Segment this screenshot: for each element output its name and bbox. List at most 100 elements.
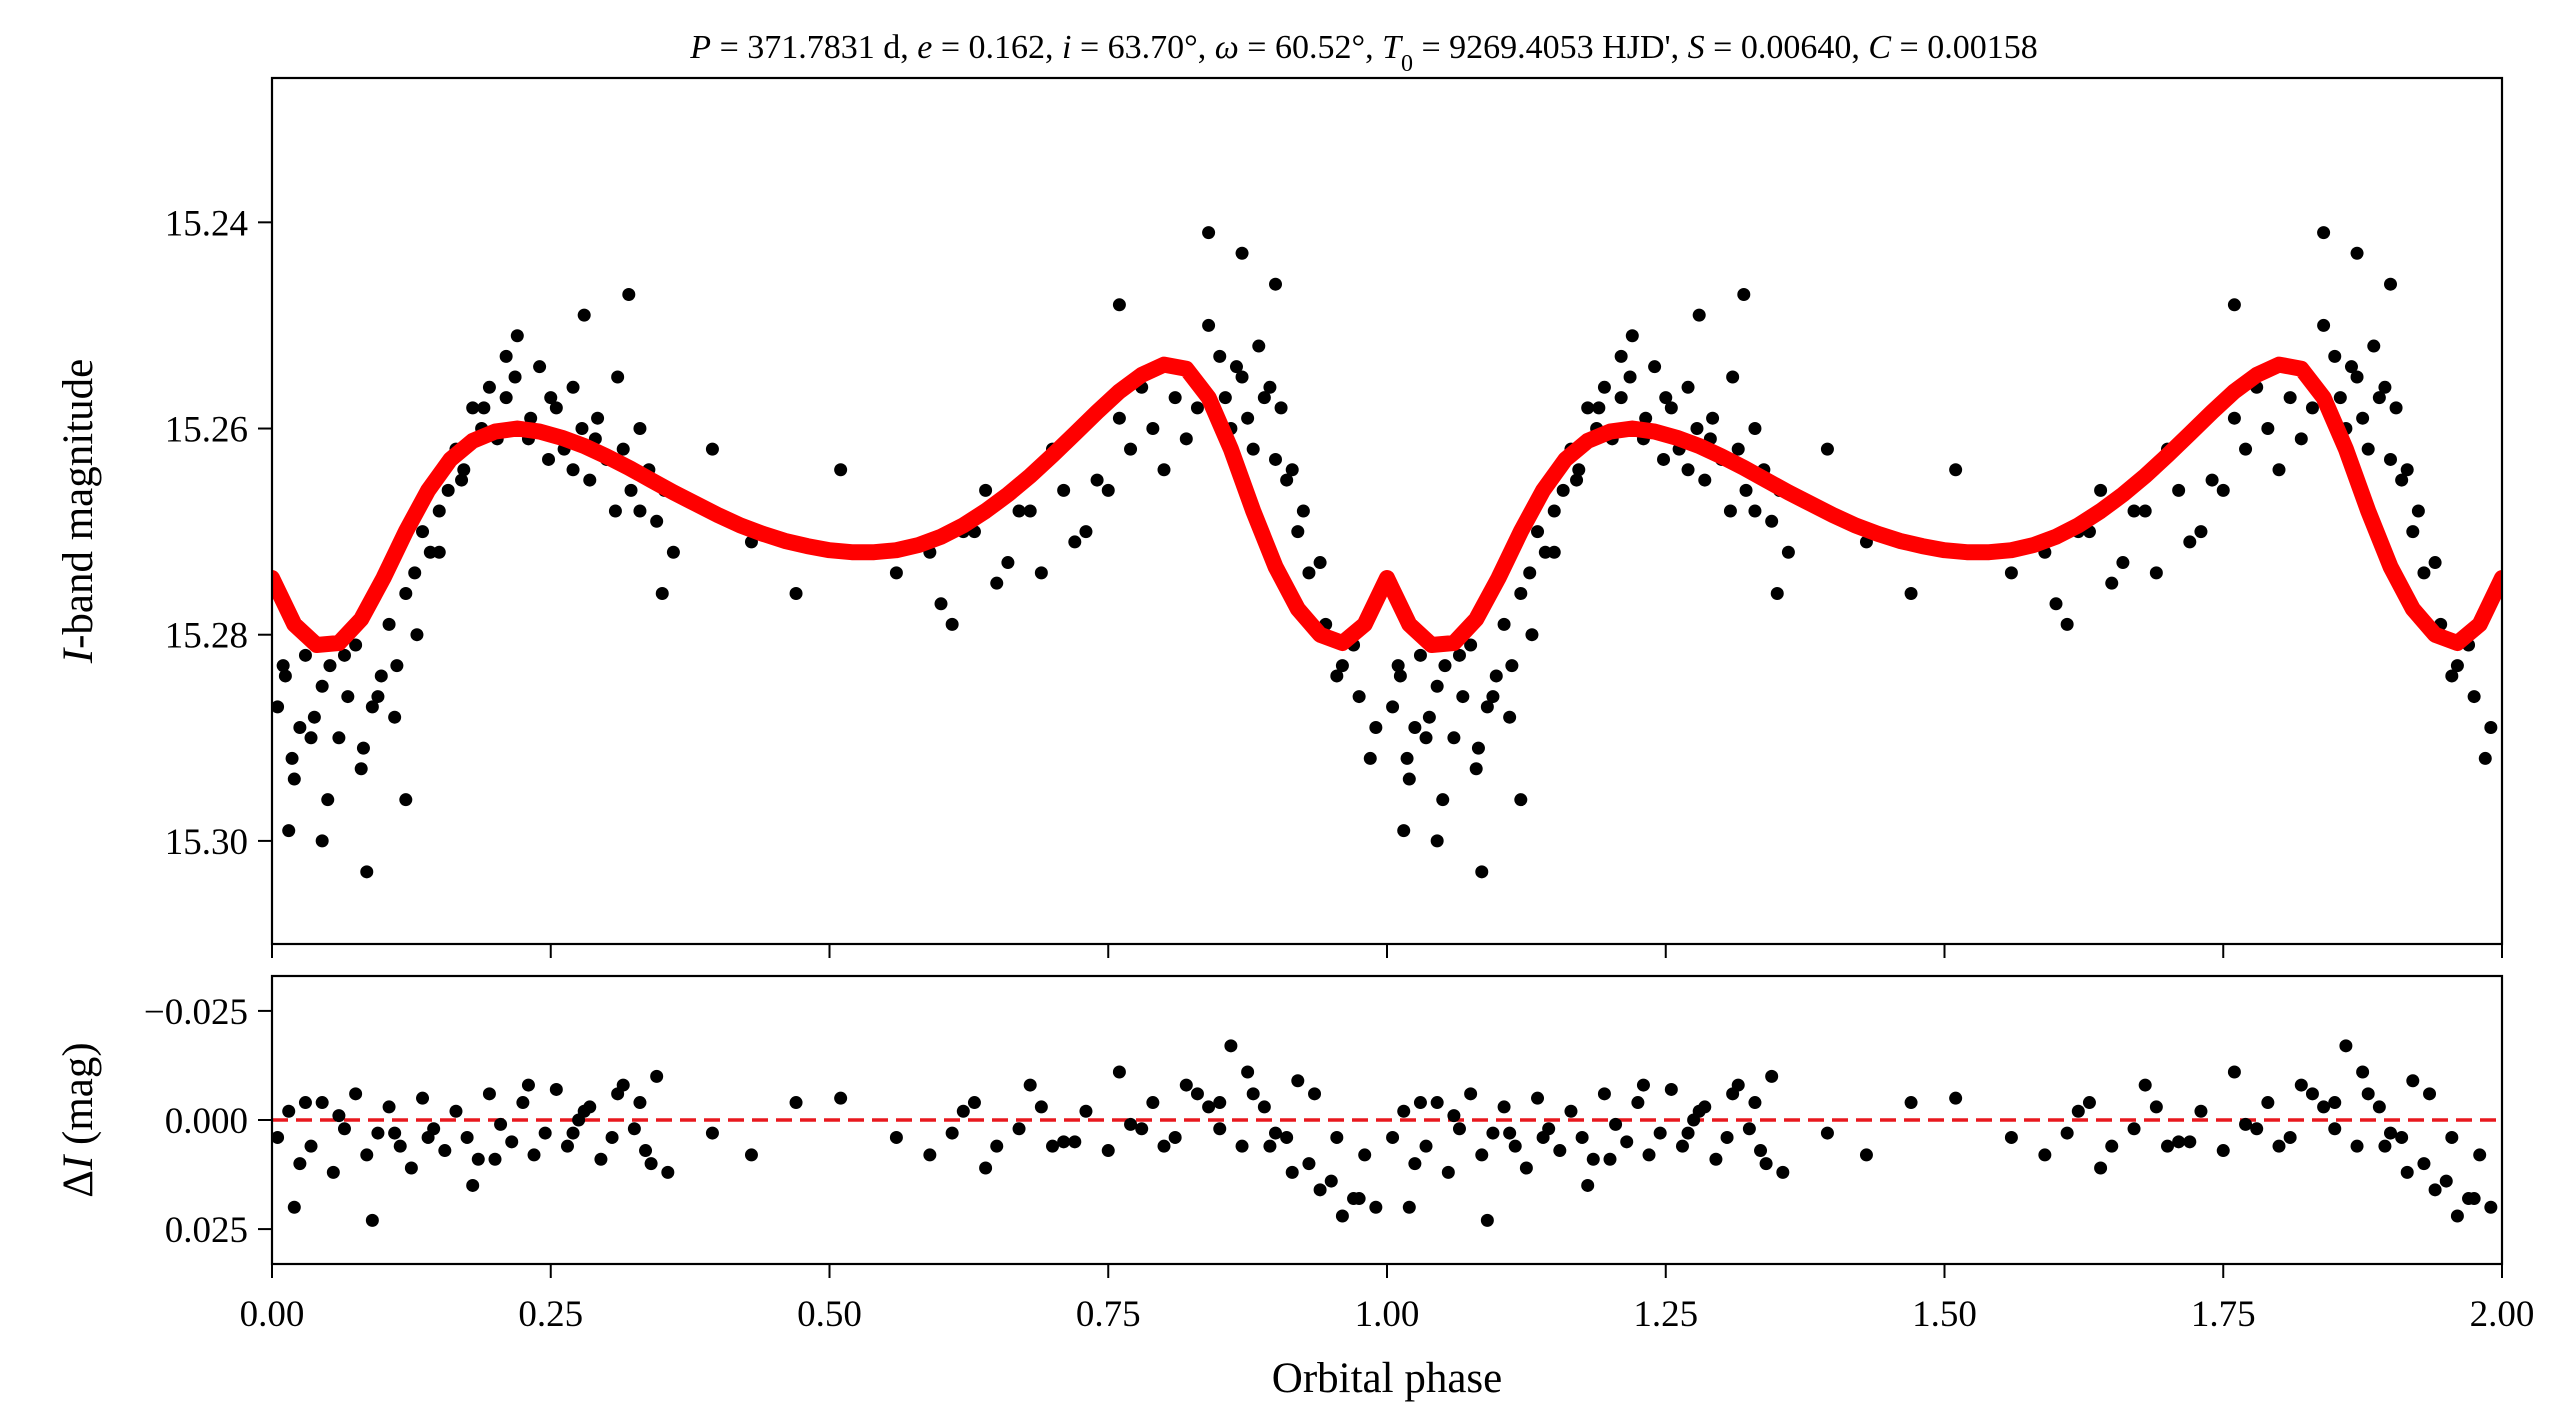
observation-point [2328,349,2342,363]
observation-point [1246,442,1260,456]
residual-point [388,1126,402,1140]
residual-point [315,1096,329,1110]
residual-point [956,1104,970,1118]
residual-point [416,1091,430,1105]
residual-point [1224,1039,1238,1053]
residual-point [1486,1126,1500,1140]
observation-point [1480,700,1494,714]
residual-point [1308,1087,1322,1101]
residual-point [1742,1122,1756,1136]
residual-point [1023,1078,1037,1092]
residual-point [438,1144,452,1158]
observation-point [1726,370,1740,384]
residual-point [1675,1139,1689,1153]
residual-point [1949,1091,1963,1105]
observation-point [510,329,524,343]
residual-point [2372,1100,2386,1114]
observation-point [1057,483,1071,497]
observation-point [1625,329,1639,343]
observation-point [1731,442,1745,456]
observation-point [544,391,558,405]
observation-point [1413,648,1427,662]
observation-point [432,504,446,518]
residual-point [967,1096,981,1110]
top-model-layer [272,356,2502,653]
x-tick-label: 0.25 [518,1294,583,1335]
residual-point [2216,1144,2230,1158]
observation-point [2317,318,2331,332]
residual-point [1692,1104,1706,1118]
observation-point [1393,669,1407,683]
residual-point [2082,1096,2096,1110]
residual-point [527,1148,541,1162]
residual-point [1904,1096,1918,1110]
residual-point [1213,1122,1227,1136]
observation-point [1581,401,1595,415]
x-tick-label: 0.50 [797,1294,862,1335]
y-tick-label: 15.30 [165,822,248,863]
residual-point [2272,1139,2286,1153]
observation-point [1592,401,1606,415]
residual-point [1464,1087,1478,1101]
residual-point [1642,1148,1656,1162]
observation-point [1269,452,1282,466]
residual-point [1754,1144,1768,1158]
observation-point [349,638,363,652]
observation-point [1614,349,1628,363]
observation-point [304,731,318,745]
observation-point [499,349,513,363]
observation-point [382,617,396,631]
residual-point [2227,1065,2241,1079]
observation-point [1489,669,1503,683]
observation-point [1400,751,1414,765]
residual-point [293,1157,307,1171]
residual-point [365,1213,379,1227]
residual-point [287,1200,301,1214]
residual-point [1330,1130,1344,1144]
observation-point [423,545,437,559]
residual-point [2395,1130,2409,1144]
residual-point [990,1139,1004,1153]
residual-point [611,1087,625,1101]
observation-point [1737,288,1751,301]
observation-point [608,504,622,518]
observation-point [2445,669,2459,683]
observation-point [1369,721,1383,734]
residual-point [1202,1100,1216,1114]
observation-point [298,648,312,662]
residual-point [2328,1096,2342,1110]
observation-point [285,751,299,765]
residual-point [2384,1126,2397,1140]
residual-point [2423,1087,2437,1101]
observation-point [2094,483,2108,497]
residual-point [404,1161,418,1175]
observation-point [1202,226,1216,240]
observation-point [337,648,351,662]
observation-point [2004,566,2018,580]
observation-point [2172,483,2186,497]
observation-point [549,401,563,415]
residual-point [1241,1065,1255,1079]
residual-point [2467,1192,2481,1206]
observation-point [1146,422,1160,436]
observation-point [477,401,491,415]
residual-point [1235,1139,1249,1153]
observation-point [1168,391,1182,405]
observation-point [2060,617,2074,631]
observation-point [1514,586,1528,600]
observation-point [1012,504,1026,518]
residual-point [2445,1130,2459,1144]
top-x-axis [271,944,2503,958]
observation-point [1475,865,1489,879]
residual-point [633,1096,647,1110]
residual-point [2038,1148,2052,1162]
residual-point [1726,1087,1740,1101]
residual-point [979,1161,993,1175]
observation-point [1469,762,1483,776]
residual-point [2094,1161,2108,1175]
residual-point [505,1135,519,1149]
residual-point [2450,1209,2464,1223]
observation-point [499,391,513,405]
observation-point [1664,401,1678,415]
observation-point [566,463,580,477]
